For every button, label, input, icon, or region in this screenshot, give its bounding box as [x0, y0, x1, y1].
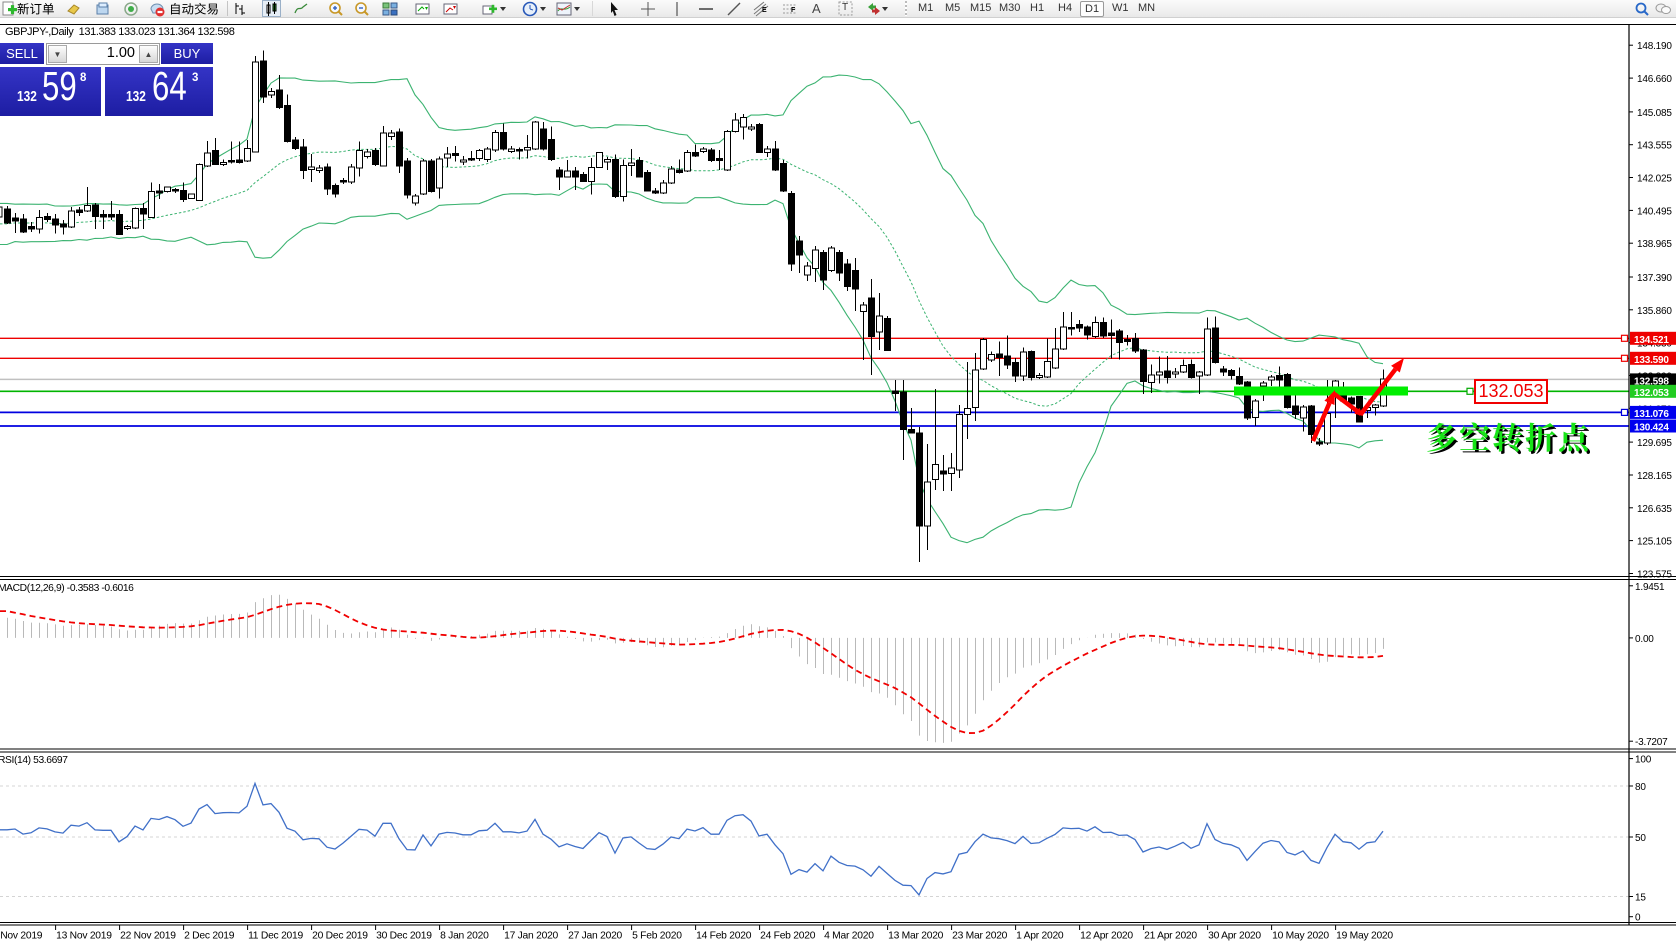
svg-text:21 Apr 2020: 21 Apr 2020 — [1144, 931, 1197, 942]
svg-text:100: 100 — [1635, 755, 1652, 766]
svg-text:11 Dec 2019: 11 Dec 2019 — [248, 931, 303, 942]
svg-text:140.495: 140.495 — [1637, 206, 1672, 217]
svg-text:27 Jan 2020: 27 Jan 2020 — [568, 931, 622, 942]
svg-text:129.695: 129.695 — [1637, 438, 1672, 449]
svg-text:1 Apr 2020: 1 Apr 2020 — [1016, 931, 1064, 942]
svg-text:5 Feb 2020: 5 Feb 2020 — [632, 931, 682, 942]
svg-text:15: 15 — [1635, 893, 1646, 904]
svg-text:13 Nov 2019: 13 Nov 2019 — [56, 931, 112, 942]
svg-text:132.053: 132.053 — [1634, 388, 1669, 399]
svg-text:137.390: 137.390 — [1637, 273, 1672, 284]
svg-text:126.635: 126.635 — [1637, 504, 1672, 515]
svg-text:125.105: 125.105 — [1637, 537, 1672, 548]
svg-text:123.575: 123.575 — [1637, 570, 1672, 581]
svg-text:2 Dec 2019: 2 Dec 2019 — [184, 931, 235, 942]
svg-text:143.555: 143.555 — [1637, 141, 1672, 152]
svg-text:50: 50 — [1635, 833, 1646, 844]
svg-text:146.660: 146.660 — [1637, 74, 1672, 85]
svg-text:30 Dec 2019: 30 Dec 2019 — [376, 931, 432, 942]
svg-text:24 Feb 2020: 24 Feb 2020 — [760, 931, 816, 942]
svg-text:132.598: 132.598 — [1634, 376, 1669, 387]
svg-text:8 Jan 2020: 8 Jan 2020 — [440, 931, 489, 942]
svg-text:4 Nov 2019: 4 Nov 2019 — [0, 931, 43, 942]
svg-text:19 May 2020: 19 May 2020 — [1336, 931, 1393, 942]
svg-text:133.590: 133.590 — [1634, 355, 1669, 366]
svg-text:130.424: 130.424 — [1634, 423, 1669, 434]
svg-text:145.085: 145.085 — [1637, 108, 1672, 119]
svg-text:-3.7207: -3.7207 — [1635, 737, 1668, 748]
svg-text:80: 80 — [1635, 782, 1646, 793]
svg-text:30 Apr 2020: 30 Apr 2020 — [1208, 931, 1261, 942]
svg-text:10 May 2020: 10 May 2020 — [1272, 931, 1329, 942]
svg-text:0: 0 — [1635, 913, 1641, 924]
svg-text:138.965: 138.965 — [1637, 239, 1672, 250]
svg-text:1.9451: 1.9451 — [1635, 582, 1665, 593]
svg-text:14 Feb 2020: 14 Feb 2020 — [696, 931, 752, 942]
svg-text:135.860: 135.860 — [1637, 306, 1672, 317]
svg-text:142.025: 142.025 — [1637, 174, 1672, 185]
svg-text:12 Apr 2020: 12 Apr 2020 — [1080, 931, 1133, 942]
svg-text:0.00: 0.00 — [1635, 634, 1654, 645]
svg-text:20 Dec 2019: 20 Dec 2019 — [312, 931, 368, 942]
svg-text:134.521: 134.521 — [1634, 335, 1669, 346]
svg-text:13 Mar 2020: 13 Mar 2020 — [888, 931, 944, 942]
svg-text:128.165: 128.165 — [1637, 471, 1672, 482]
svg-text:4 Mar 2020: 4 Mar 2020 — [824, 931, 874, 942]
svg-text:148.190: 148.190 — [1637, 41, 1672, 52]
svg-text:23 Mar 2020: 23 Mar 2020 — [952, 931, 1008, 942]
svg-text:22 Nov 2019: 22 Nov 2019 — [120, 931, 176, 942]
svg-text:17 Jan 2020: 17 Jan 2020 — [504, 931, 558, 942]
svg-text:131.076: 131.076 — [1634, 409, 1669, 420]
